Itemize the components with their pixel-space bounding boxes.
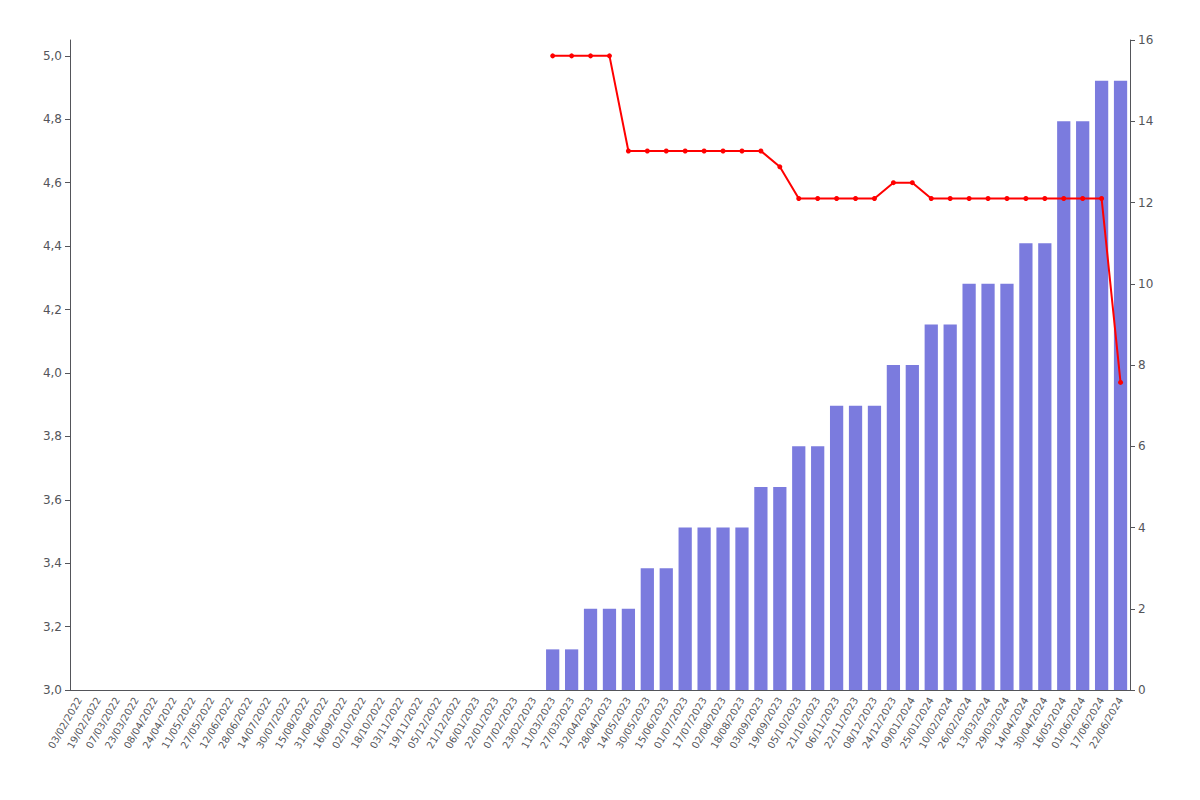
svg-text:02/10/2022: 02/10/2022: [329, 695, 369, 751]
svg-text:25/01/2024: 25/01/2024: [897, 695, 936, 751]
svg-text:03/02/2022: 03/02/2022: [45, 695, 85, 751]
svg-text:3,2: 3,2: [43, 620, 62, 634]
svg-text:16/05/2024: 16/05/2024: [1030, 695, 1069, 751]
svg-text:3,6: 3,6: [43, 493, 62, 507]
svg-text:10: 10: [1138, 277, 1153, 291]
svg-text:29/03/2024: 29/03/2024: [973, 695, 1012, 751]
svg-text:8: 8: [1138, 358, 1146, 372]
svg-text:02/08/2023: 02/08/2023: [689, 695, 728, 751]
svg-text:03/09/2023: 03/09/2023: [727, 695, 766, 751]
svg-text:22/11/2023: 22/11/2023: [822, 695, 861, 751]
svg-text:24/04/2022: 24/04/2022: [140, 695, 179, 751]
svg-text:16: 16: [1138, 33, 1153, 47]
svg-text:18/10/2022: 18/10/2022: [348, 695, 388, 751]
svg-text:3,8: 3,8: [43, 429, 62, 443]
svg-text:26/02/2024: 26/02/2024: [935, 695, 974, 751]
svg-text:4: 4: [1138, 521, 1146, 535]
svg-text:28/06/2022: 28/06/2022: [216, 695, 255, 751]
svg-text:06/01/2023: 06/01/2023: [443, 695, 482, 751]
svg-text:03/11/2022: 03/11/2022: [367, 695, 406, 751]
svg-text:4,8: 4,8: [43, 112, 62, 126]
svg-text:01/07/2023: 01/07/2023: [651, 695, 690, 751]
svg-text:05/10/2023: 05/10/2023: [765, 695, 804, 751]
svg-text:0: 0: [1138, 683, 1146, 697]
svg-text:11/03/2023: 11/03/2023: [519, 695, 558, 751]
svg-text:28/04/2023: 28/04/2023: [575, 695, 615, 751]
svg-text:14/05/2023: 14/05/2023: [594, 695, 634, 751]
svg-text:15/08/2022: 15/08/2022: [273, 695, 312, 751]
svg-text:15/06/2023: 15/06/2023: [632, 695, 671, 751]
svg-text:12/06/2022: 12/06/2022: [197, 695, 236, 751]
svg-text:3,4: 3,4: [43, 556, 62, 570]
svg-text:23/02/2023: 23/02/2023: [500, 695, 539, 751]
svg-text:6: 6: [1138, 439, 1146, 453]
svg-text:14/04/2024: 14/04/2024: [992, 695, 1031, 751]
svg-text:23/03/2022: 23/03/2022: [102, 695, 141, 751]
svg-text:19/02/2022: 19/02/2022: [64, 695, 104, 751]
svg-text:27/05/2022: 27/05/2022: [178, 695, 217, 751]
svg-text:12/04/2023: 12/04/2023: [557, 695, 596, 751]
svg-text:05/12/2022: 05/12/2022: [405, 695, 444, 751]
svg-text:19/11/2022: 19/11/2022: [386, 695, 425, 751]
svg-text:06/11/2023: 06/11/2023: [803, 695, 842, 751]
svg-text:09/01/2024: 09/01/2024: [878, 695, 918, 751]
svg-text:18/08/2023: 18/08/2023: [708, 695, 747, 751]
svg-text:13/03/2024: 13/03/2024: [954, 695, 993, 751]
svg-text:17/07/2023: 17/07/2023: [670, 695, 709, 751]
svg-text:2: 2: [1138, 602, 1146, 616]
svg-text:19/09/2023: 19/09/2023: [746, 695, 785, 751]
svg-text:4,0: 4,0: [43, 366, 62, 380]
svg-text:14: 14: [1138, 114, 1153, 128]
svg-text:22/06/2024: 22/06/2024: [1087, 695, 1125, 750]
svg-text:30/07/2022: 30/07/2022: [254, 695, 293, 751]
svg-text:17/06/2024: 17/06/2024: [1068, 695, 1107, 751]
svg-text:22/01/2023: 22/01/2023: [462, 695, 501, 751]
svg-text:11/05/2022: 11/05/2022: [159, 695, 198, 751]
svg-text:08/04/2022: 08/04/2022: [121, 695, 160, 751]
svg-text:4,4: 4,4: [43, 239, 62, 253]
svg-text:24/12/2023: 24/12/2023: [859, 695, 899, 751]
svg-text:07/02/2023: 07/02/2023: [481, 695, 520, 751]
svg-text:31/08/2022: 31/08/2022: [292, 695, 331, 751]
svg-text:5,0: 5,0: [43, 49, 62, 63]
svg-text:21/12/2022: 21/12/2022: [424, 695, 463, 751]
svg-text:07/03/2022: 07/03/2022: [83, 695, 123, 751]
svg-text:30/04/2024: 30/04/2024: [1011, 695, 1050, 751]
svg-text:21/10/2023: 21/10/2023: [784, 695, 823, 751]
svg-text:27/03/2023: 27/03/2023: [538, 695, 577, 751]
svg-text:10/02/2024: 10/02/2024: [916, 695, 955, 751]
svg-text:12: 12: [1138, 196, 1153, 210]
svg-text:3,0: 3,0: [43, 683, 62, 697]
svg-text:16/09/2022: 16/09/2022: [310, 695, 350, 751]
svg-text:4,6: 4,6: [43, 176, 62, 190]
svg-text:14/07/2022: 14/07/2022: [235, 695, 274, 751]
svg-text:01/06/2024: 01/06/2024: [1049, 695, 1088, 751]
svg-text:4,2: 4,2: [43, 303, 62, 317]
svg-text:30/05/2023: 30/05/2023: [613, 695, 653, 751]
svg-text:08/12/2023: 08/12/2023: [840, 695, 880, 751]
